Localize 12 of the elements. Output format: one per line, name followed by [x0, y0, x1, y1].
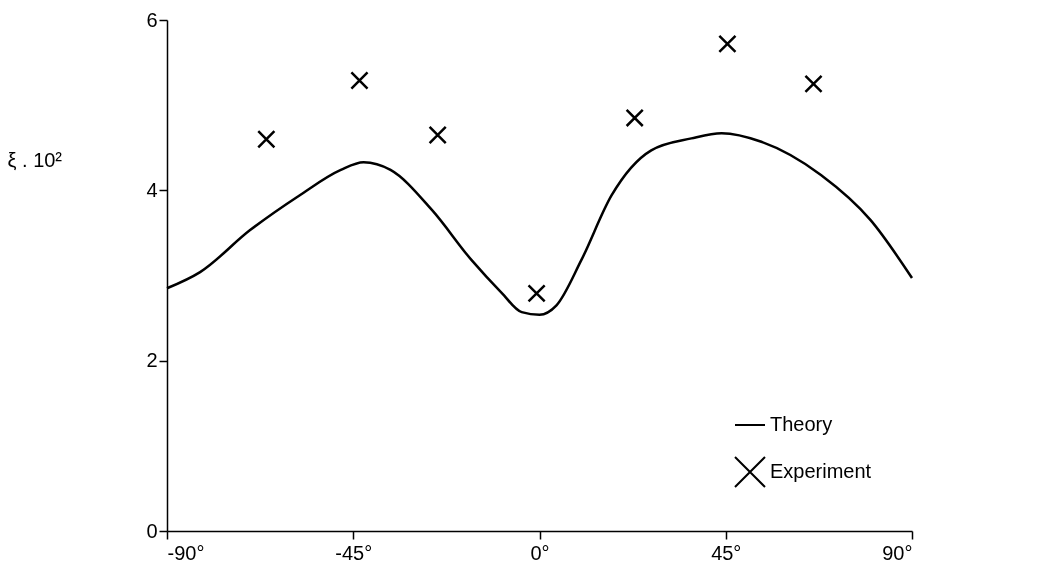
x-tick-label: 0° — [530, 541, 550, 564]
legend-label: Experiment — [770, 460, 872, 482]
y-tick-label: 2 — [146, 349, 158, 372]
x-tick-label: -45° — [335, 541, 373, 564]
x-tick-label: 45° — [711, 541, 742, 564]
y-tick-label: 6 — [146, 8, 158, 31]
legend-label: Theory — [770, 413, 833, 435]
y-tick-label: 4 — [146, 178, 158, 201]
x-tick-label: 90° — [882, 541, 913, 564]
y-axis-title: ξ . 10² — [7, 148, 63, 171]
x-tick-label: -90° — [167, 541, 205, 564]
y-tick-label: 0 — [146, 519, 158, 542]
